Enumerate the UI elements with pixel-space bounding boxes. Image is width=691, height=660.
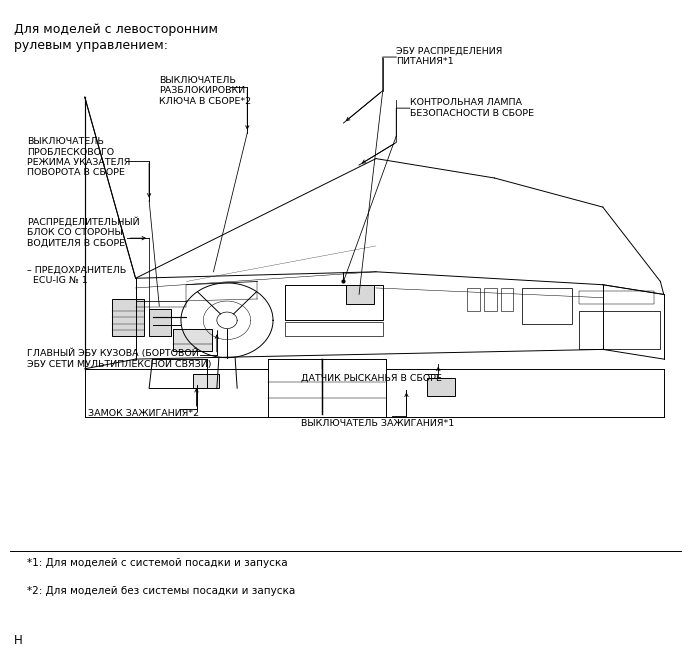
Bar (579, 311, 661, 349)
Bar (579, 291, 654, 304)
Bar (149, 310, 171, 337)
Bar (112, 299, 144, 337)
Text: ВЫКЛЮЧАТЕЛЬ
РАЗБЛОКИРОВКИ
КЛЮЧА В СБОРЕ*2: ВЫКЛЮЧАТЕЛЬ РАЗБЛОКИРОВКИ КЛЮЧА В СБОРЕ*… (159, 76, 252, 106)
Text: ЗАМОК ЗАЖИГАНИЯ*2: ЗАМОК ЗАЖИГАНИЯ*2 (88, 409, 199, 418)
Bar (346, 284, 374, 304)
Text: Для моделей с левосторонним
рулевым управлением:: Для моделей с левосторонним рулевым упра… (14, 22, 218, 51)
Bar (173, 329, 212, 351)
Text: Н: Н (14, 634, 22, 647)
Bar (484, 288, 497, 311)
Bar (193, 374, 219, 388)
Text: КОНТРОЛЬНАЯ ЛАМПА
БЕЗОПАСНОСТИ В СБОРЕ: КОНТРОЛЬНАЯ ЛАМПА БЕЗОПАСНОСТИ В СБОРЕ (410, 98, 534, 118)
Bar (285, 284, 383, 320)
Bar (285, 322, 383, 337)
Text: *2: Для моделей без системы посадки и запуска: *2: Для моделей без системы посадки и за… (27, 585, 296, 595)
Bar (427, 378, 455, 396)
Text: ГЛАВНЫЙ ЭБУ КУЗОВА (БОРТОВОЙ
ЭБУ СЕТИ МУЛЬТИПЛЕКСНОЙ СВЯЗИ): ГЛАВНЫЙ ЭБУ КУЗОВА (БОРТОВОЙ ЭБУ СЕТИ МУ… (27, 348, 211, 369)
Bar (467, 288, 480, 311)
Bar (501, 288, 513, 311)
Text: – ПРЕДОХРАНИТЕЛЬ
  ECU-IG № 1: – ПРЕДОХРАНИТЕЛЬ ECU-IG № 1 (27, 265, 126, 284)
Text: ВЫКЛЮЧАТЕЛЬ ЗАЖИГАНИЯ*1: ВЫКЛЮЧАТЕЛЬ ЗАЖИГАНИЯ*1 (301, 419, 455, 428)
Text: ДАТЧИК РЫСКАНЬЯ В СБОРЕ: ДАТЧИК РЫСКАНЬЯ В СБОРЕ (301, 374, 442, 383)
Text: ВЫКЛЮЧАТЕЛЬ
ПРОБЛЕСКОВОГО
РЕЖИМА УКАЗАТЕЛЯ
ПОВОРОТА В СБОРЕ: ВЫКЛЮЧАТЕЛЬ ПРОБЛЕСКОВОГО РЕЖИМА УКАЗАТЕ… (27, 137, 131, 178)
Text: *1: Для моделей с системой посадки и запуска: *1: Для моделей с системой посадки и зап… (27, 558, 288, 568)
Text: ЭБУ РАСПРЕДЕЛЕНИЯ
ПИТАНИЯ*1: ЭБУ РАСПРЕДЕЛЕНИЯ ПИТАНИЯ*1 (397, 47, 502, 66)
Text: РАСПРЕДЕЛИТЕЛЬНЫЙ
БЛОК СО СТОРОНЫ
ВОДИТЕЛЯ В СБОРЕ: РАСПРЕДЕЛИТЕЛЬНЫЙ БЛОК СО СТОРОНЫ ВОДИТЕ… (27, 216, 140, 248)
Bar (522, 288, 572, 323)
